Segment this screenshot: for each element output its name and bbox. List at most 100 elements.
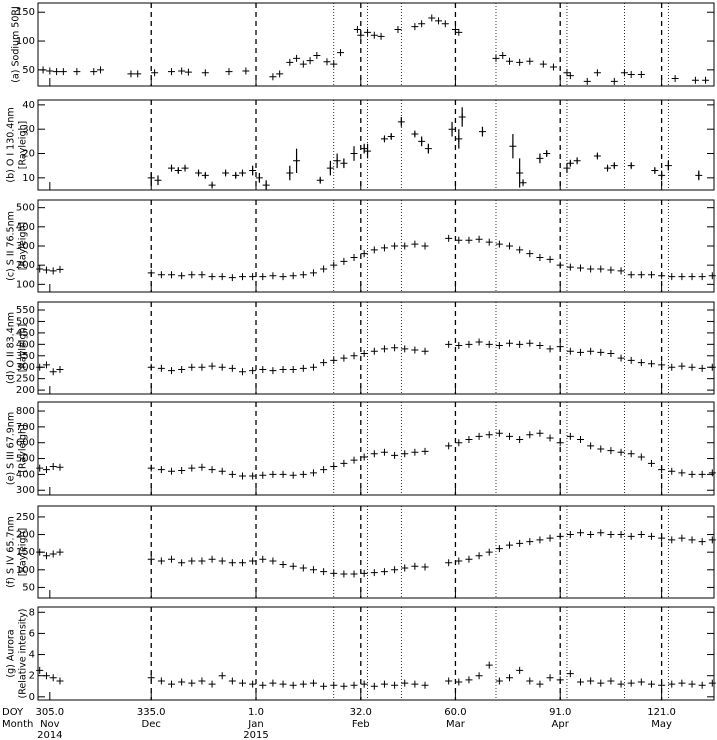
data-point (506, 242, 514, 250)
data-point (445, 559, 453, 567)
data-point (299, 60, 307, 68)
data-point (658, 681, 666, 689)
data-point (401, 242, 409, 250)
data-point (421, 347, 429, 355)
data-point (597, 679, 605, 687)
data-point (637, 453, 645, 461)
data-point (306, 57, 314, 65)
y-tick-label: 2 (29, 671, 35, 682)
y-axis-label: (f) S IV 65.7nm (6, 516, 17, 588)
data-point (90, 68, 98, 76)
data-point (658, 534, 666, 542)
data-point (664, 162, 672, 170)
data-point (421, 563, 429, 571)
data-point (604, 164, 612, 172)
panel-frame (37, 505, 715, 599)
data-point (340, 570, 348, 578)
data-point (259, 366, 267, 374)
data-point (556, 532, 564, 540)
data-point (455, 678, 463, 686)
data-point (566, 347, 574, 355)
y-tick-label: 4 (29, 650, 35, 661)
y-tick-label: 0 (29, 692, 35, 703)
data-point (279, 561, 287, 569)
data-point (337, 49, 345, 57)
data-point (637, 271, 645, 279)
data-point (208, 555, 216, 563)
y-tick-label: 150 (16, 7, 35, 18)
data-point (597, 265, 605, 273)
data-point (627, 450, 635, 458)
data-point (168, 555, 176, 563)
data-point (576, 678, 584, 686)
data-point (370, 569, 378, 577)
data-point (587, 265, 595, 273)
data-point (360, 453, 368, 461)
data-point (526, 431, 534, 439)
data-point (647, 360, 655, 368)
data-point (97, 66, 105, 74)
month-label: Jan (247, 719, 263, 730)
data-point (658, 171, 666, 179)
data-point (198, 363, 206, 371)
data-point (279, 470, 287, 478)
data-point (563, 69, 571, 77)
data-point (299, 680, 307, 688)
data-point (350, 254, 358, 261)
data-point (499, 51, 507, 59)
month-label: May (651, 719, 672, 730)
data-point (238, 679, 246, 687)
data-point (360, 349, 368, 357)
data-point (556, 261, 564, 269)
data-point (320, 359, 328, 367)
data-point (465, 340, 473, 348)
data-point (428, 14, 436, 22)
data-point (688, 363, 696, 371)
data-point (330, 261, 338, 269)
data-point (485, 340, 493, 348)
data-point (42, 672, 50, 680)
data-point (242, 67, 250, 75)
data-point (168, 680, 176, 688)
data-point (56, 265, 64, 273)
month-label: Mar (446, 719, 466, 730)
data-point (597, 348, 605, 356)
data-point (495, 240, 503, 248)
data-point (566, 72, 574, 80)
data-point (576, 436, 584, 444)
data-point (455, 439, 463, 447)
data-point (370, 347, 378, 355)
data-point (617, 354, 625, 362)
data-point (536, 536, 544, 544)
data-point (556, 676, 564, 684)
data-point (289, 272, 297, 280)
data-point (587, 677, 595, 685)
data-point (326, 164, 334, 172)
data-point (157, 557, 165, 565)
data-point (610, 77, 618, 85)
data-point (421, 447, 429, 455)
data-point (516, 169, 524, 177)
data-point (391, 242, 399, 250)
data-point (688, 680, 696, 688)
data-point (458, 113, 466, 121)
y-tick-label: 300 (16, 241, 35, 252)
data-point (208, 680, 216, 688)
data-point (658, 466, 666, 474)
data-point (188, 363, 196, 371)
y-axis-label: (Relative intensity) (18, 609, 29, 699)
data-point (157, 364, 165, 372)
data-point (218, 557, 226, 565)
data-point (617, 680, 625, 688)
data-point (678, 534, 686, 542)
y-axis-label: [Rayleigh] (18, 222, 29, 270)
data-point (698, 273, 706, 281)
data-point (546, 534, 554, 542)
data-point (627, 70, 635, 78)
data-point (455, 28, 463, 36)
data-point (421, 681, 429, 689)
data-point (195, 169, 203, 177)
data-point (397, 118, 405, 126)
data-point (198, 677, 206, 685)
y-tick-label: 100 (16, 36, 35, 47)
